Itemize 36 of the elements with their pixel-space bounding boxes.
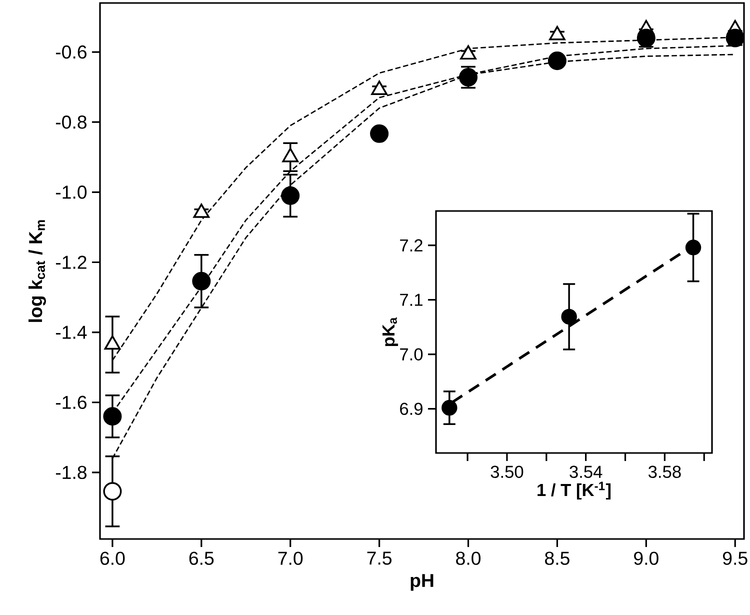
y-tick-label: -1.8 [56, 466, 86, 480]
x-tick-label: 9.0 [634, 552, 658, 565]
x-tick-label: 7.0 [278, 552, 303, 565]
y-tick-label: 7.0 [400, 348, 423, 360]
point [192, 272, 211, 290]
x-axis-title: pH [410, 574, 434, 591]
x-tick-label: 9.5 [723, 552, 748, 565]
point [103, 407, 122, 426]
point [548, 52, 566, 70]
x-tick-label: 6.0 [100, 552, 125, 565]
y-tick-label: -0.6 [56, 45, 86, 59]
point [685, 240, 702, 256]
y-axis-title: pK$_{a}$ [382, 317, 398, 346]
x-tick-label: 7.5 [367, 552, 392, 565]
point [442, 400, 458, 416]
point [281, 186, 300, 205]
text: log k$_{cat}$ / K$_{m}$ [28, 220, 46, 322]
y-tick-label: -0.8 [56, 115, 86, 129]
point [370, 124, 389, 143]
point [103, 482, 122, 501]
point [460, 45, 476, 60]
y-tick-label: -1.0 [56, 186, 87, 199]
x-tick-label: 8.0 [456, 552, 481, 565]
x-tick-label: 6.5 [189, 552, 214, 565]
point [561, 308, 577, 325]
x-tick-label: 3.58 [648, 466, 681, 478]
y-tick-label: -1.4 [56, 326, 87, 339]
y-tick-label: -1.2 [56, 256, 86, 269]
y-tick-label: -1.6 [56, 396, 86, 409]
y-tick-label: 6.9 [400, 402, 422, 415]
y-tick-label: 7.2 [400, 239, 422, 252]
x-tick-label: 3.54 [570, 466, 602, 478]
x-axis-title: 1 / T [K$^{-1}$] [538, 482, 611, 500]
y-tick-label: 7.1 [400, 294, 422, 306]
x-tick-label: 3.50 [490, 466, 524, 478]
x-tick-label: 8.5 [545, 552, 570, 565]
